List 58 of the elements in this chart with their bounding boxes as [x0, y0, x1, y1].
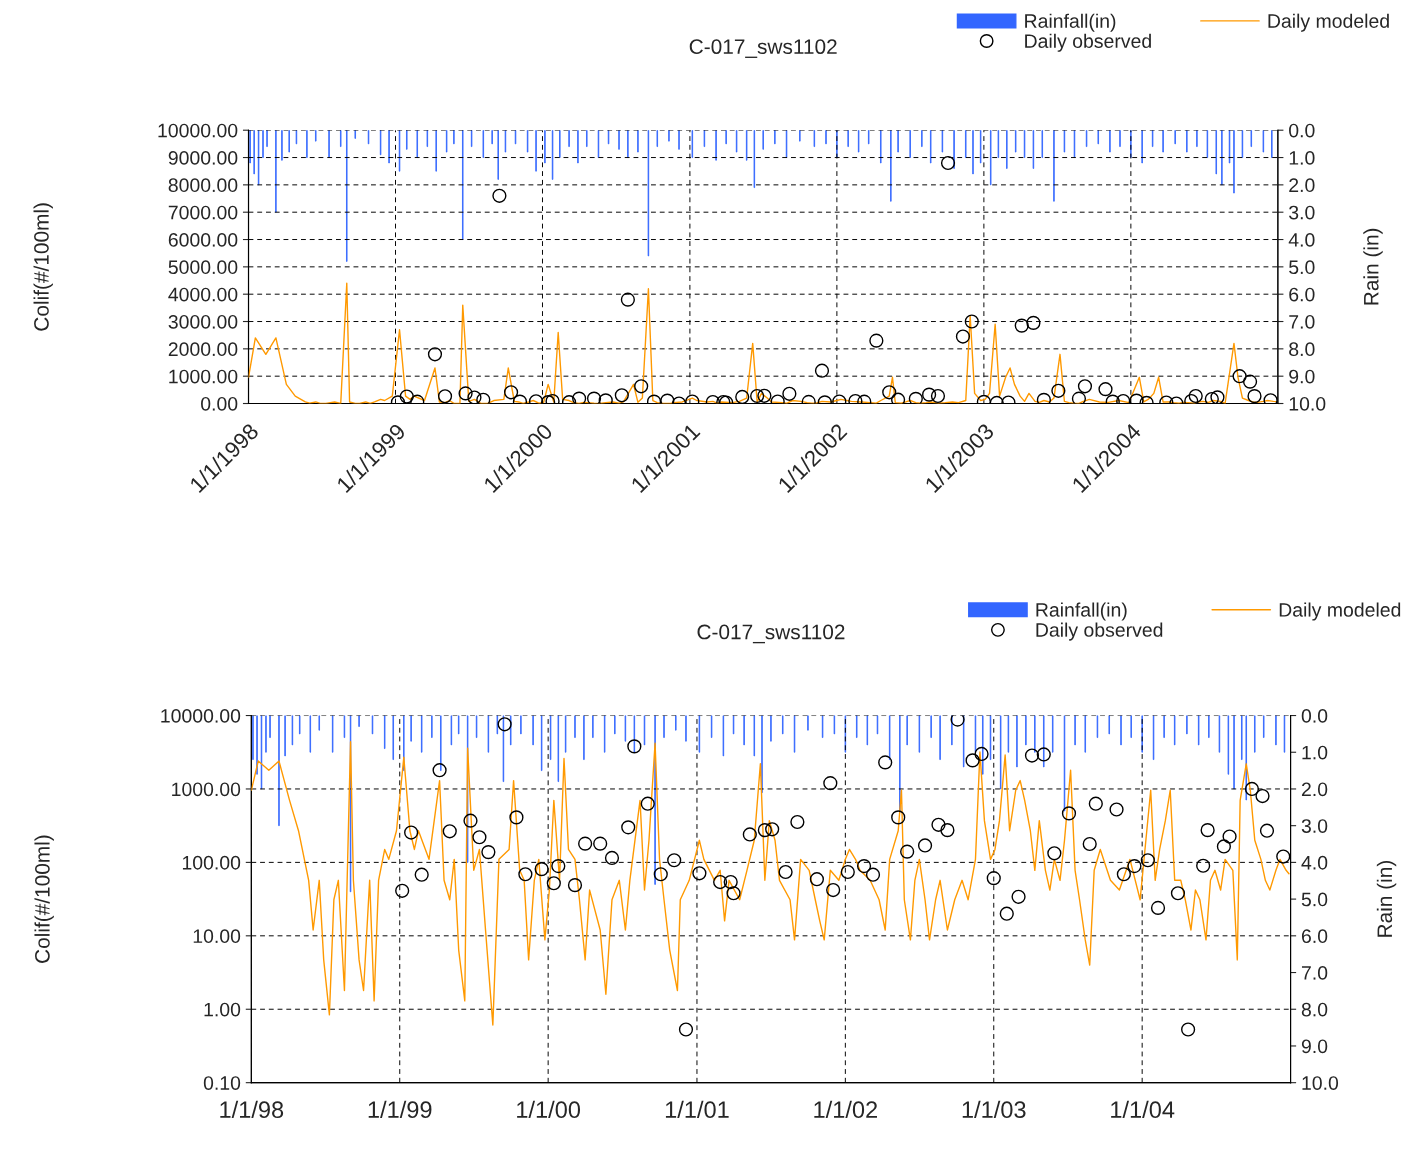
y-tick-label: 10000.00 [158, 123, 238, 138]
y-axis-title: Colif(#/100ml) [34, 835, 54, 963]
y2-tick-label: 6.0 [1301, 929, 1328, 944]
legend-label: Daily observed [1025, 33, 1151, 52]
y2-tick-label: 10.0 [1289, 396, 1326, 411]
y2-tick-label: 5.0 [1289, 260, 1315, 275]
y2-tick-label: 8.0 [1289, 342, 1315, 357]
y2-tick-label: 1.0 [1302, 745, 1328, 760]
y-tick-label: 100.00 [182, 855, 241, 870]
x-tick-label: 1/1/98 [220, 1100, 284, 1119]
legend-label: Daily modeled [1268, 13, 1389, 32]
chart-title: C-017_sws1102 [697, 624, 845, 644]
y2-axis-title: Rain (in) [1376, 861, 1397, 937]
y-tick-label: 1.00 [204, 1002, 241, 1017]
y-tick-label: 1000.00 [169, 369, 238, 384]
y-tick-label: 10.00 [193, 929, 241, 944]
y-tick-label: 8000.00 [168, 178, 238, 193]
y-tick-label: 5000.00 [168, 260, 238, 275]
y-axis-title: Colif(#/100ml) [33, 203, 53, 331]
legend-label: Rainfall(in) [1025, 13, 1116, 32]
y-tick-label: 9000.00 [168, 151, 238, 165]
y2-tick-label: 9.0 [1301, 1039, 1328, 1054]
y2-axis-title: Rain (in) [1363, 228, 1383, 305]
x-tick-label: 1/1/01 [665, 1100, 729, 1119]
y-tick-label: 3000.00 [168, 314, 238, 329]
x-tick-label: 1/1/02 [814, 1100, 877, 1119]
y2-tick-label: 0.0 [1301, 709, 1328, 723]
chart-title: C-017_sws1102 [689, 39, 837, 58]
y2-tick-label: 7.0 [1301, 966, 1328, 980]
x-tick-label: 1/1/04 [1111, 1100, 1175, 1119]
x-tick-label: 1/1/03 [962, 1100, 1026, 1119]
y-tick-label: 4000.00 [168, 287, 238, 302]
y-tick-label: 2000.00 [168, 342, 238, 357]
y2-tick-label: 4.0 [1288, 232, 1315, 247]
y2-tick-label: 5.0 [1301, 892, 1328, 907]
x-tick-label: 1/1/99 [368, 1100, 432, 1119]
y2-tick-label: 2.0 [1301, 782, 1328, 797]
legend-label: Rainfall(in) [1036, 602, 1127, 621]
x-tick-label: 1/1/00 [517, 1100, 581, 1119]
y2-tick-label: 2.0 [1289, 178, 1315, 193]
y2-tick-label: 0.0 [1289, 123, 1315, 138]
y2-tick-label: 3.0 [1301, 819, 1328, 833]
y2-tick-label: 10.0 [1302, 1076, 1339, 1090]
legend-label: Daily modeled [1279, 602, 1401, 621]
y2-tick-label: 9.0 [1289, 369, 1315, 384]
y2-tick-label: 6.0 [1289, 287, 1315, 302]
y2-tick-label: 8.0 [1301, 1002, 1328, 1017]
y-tick-label: 7000.00 [168, 205, 238, 220]
legend-label: Daily observed [1036, 622, 1163, 641]
y-tick-label: 10000.00 [161, 709, 241, 723]
y-tick-label: 1000.00 [172, 782, 241, 797]
y-tick-label: 0.10 [203, 1076, 241, 1090]
y2-tick-label: 4.0 [1301, 855, 1328, 870]
y-tick-label: 6000.00 [168, 232, 238, 247]
y2-tick-label: 3.0 [1289, 205, 1315, 220]
y2-tick-label: 7.0 [1289, 314, 1315, 329]
y-tick-label: 0.00 [201, 396, 238, 411]
y2-tick-label: 1.0 [1289, 151, 1315, 165]
